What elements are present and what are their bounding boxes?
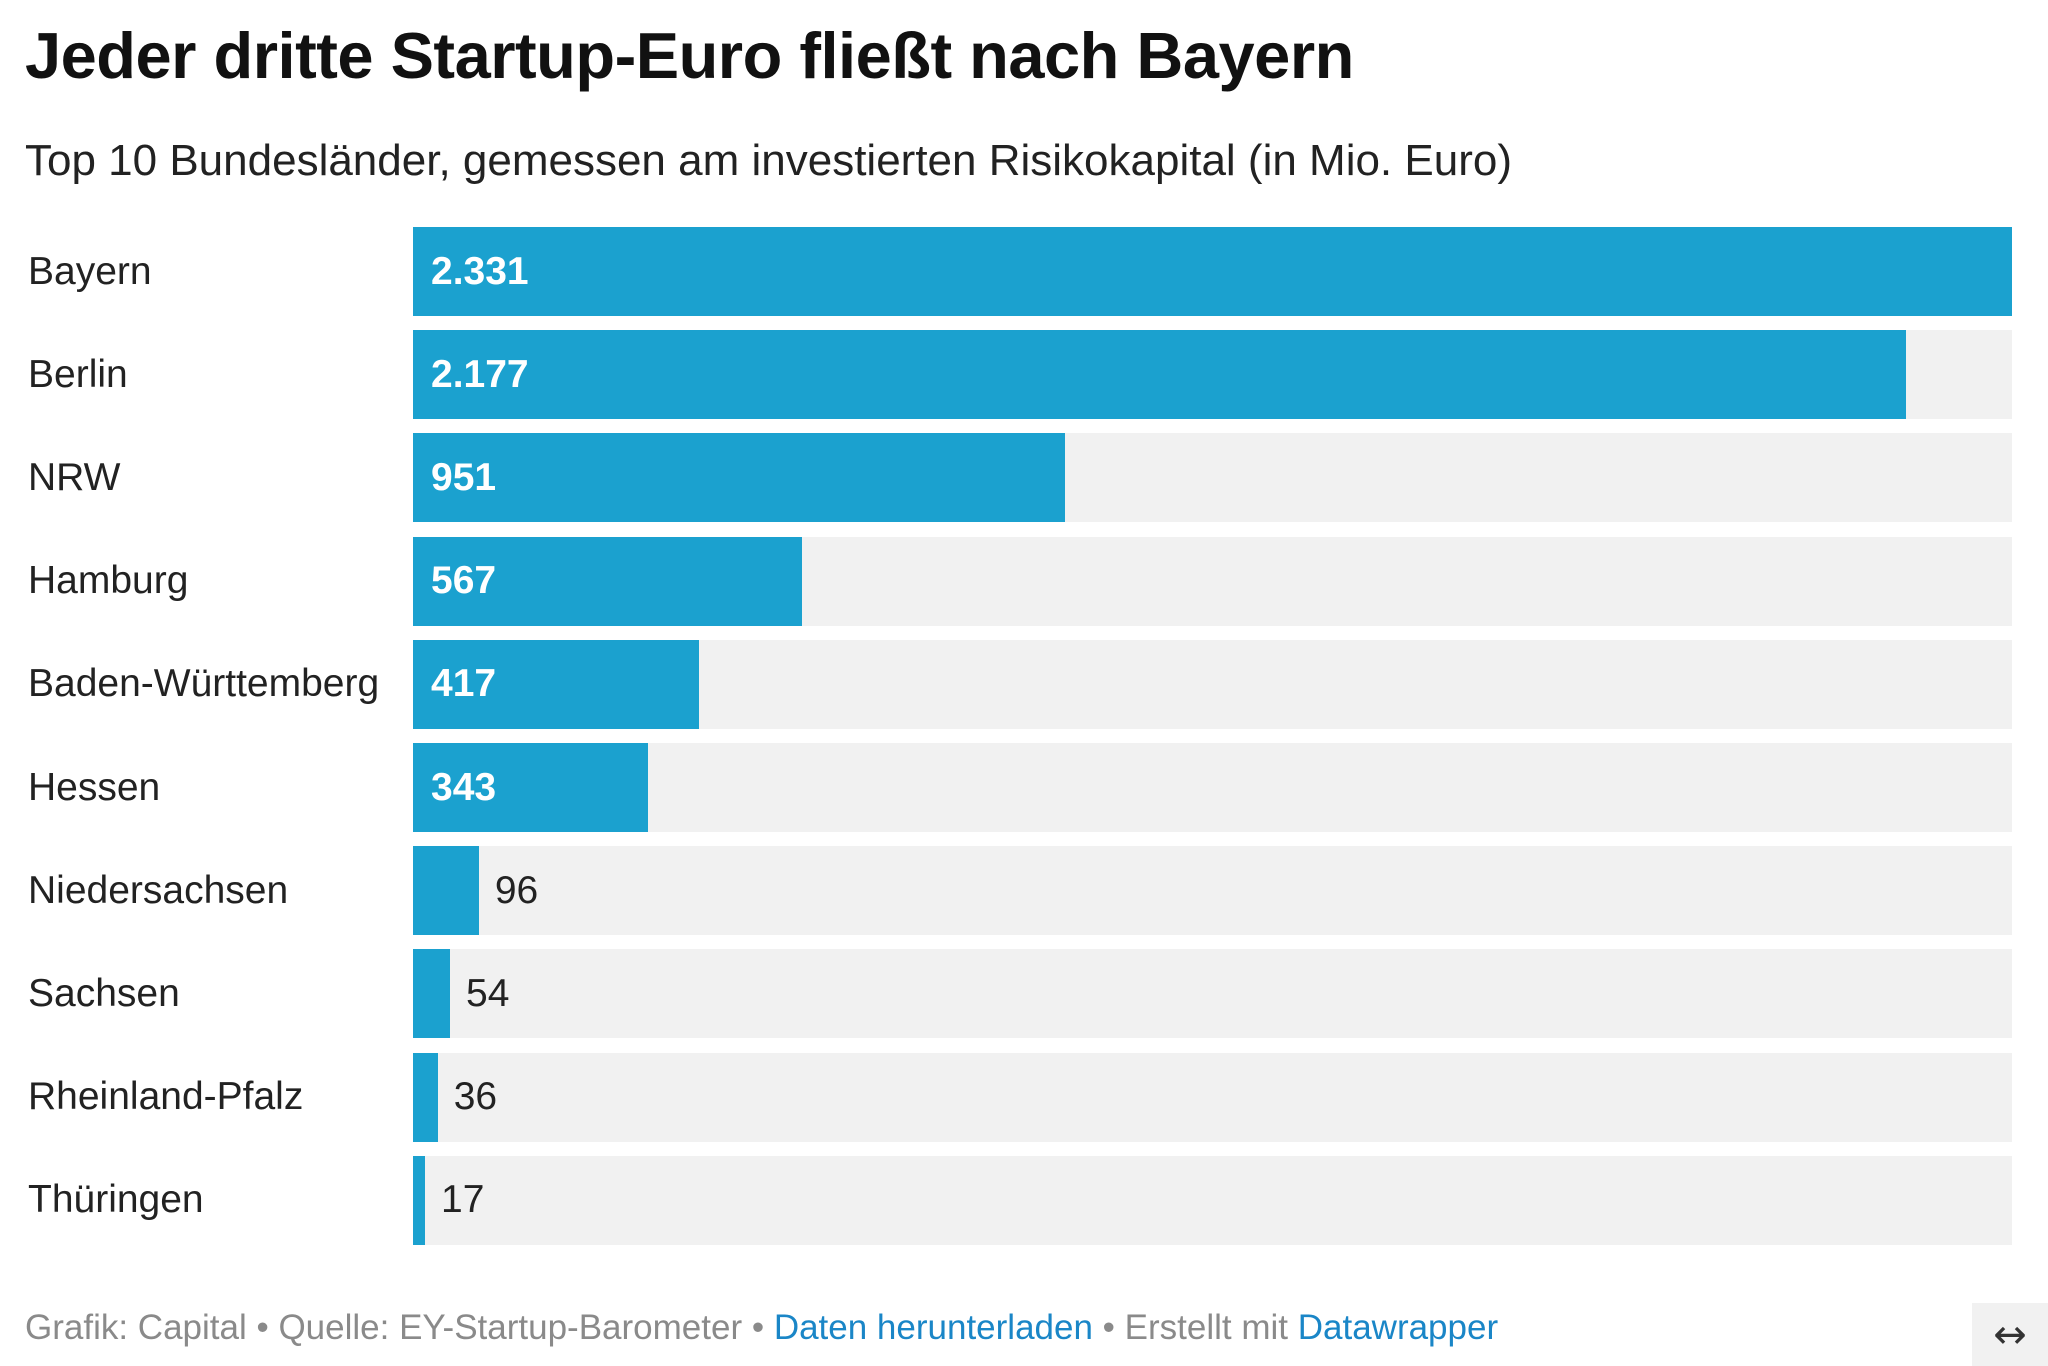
footer-separator: • [246,1308,279,1347]
category-label: NRW [28,455,121,499]
bar [413,227,2012,316]
footer-credit: Grafik: Capital [25,1308,247,1347]
bar-track [413,949,2012,1039]
bar [413,846,479,936]
chart-title: Jeder dritte Startup-Euro fließt nach Ba… [25,19,1354,92]
category-label: Rheinland-Pfalz [28,1075,304,1119]
expand-horizontal-icon[interactable]: ↔ [1972,1303,2048,1366]
category-label: Niedersachsen [28,868,289,912]
category-label: Berlin [28,352,128,396]
footer-separator: • [1092,1308,1125,1347]
footer-separator: • [742,1308,774,1347]
value-label: 54 [466,971,510,1015]
bar-track [413,743,2012,832]
value-label: 2.177 [431,352,529,396]
value-label: 417 [431,662,497,706]
bar [413,639,700,729]
bar [413,949,451,1039]
bar [413,330,1907,420]
bar-track [413,1155,2012,1245]
download-data-link[interactable]: Daten herunterladen [773,1308,1093,1347]
bar [413,1155,425,1245]
footer-made-with: Erstellt mit [1124,1308,1288,1347]
category-label: Hessen [28,765,161,809]
category-label: Sachsen [28,971,180,1015]
value-label: 951 [431,455,497,499]
bar [413,536,802,626]
category-label: Baden-Württemberg [28,662,380,706]
bar-track [413,846,2012,936]
value-label: 36 [453,1075,498,1119]
value-label: 343 [431,765,497,809]
chart-footer: Grafik: Capital • Quelle: EY-Startup-Bar… [25,1308,1498,1348]
bar [413,1052,438,1142]
value-label: 17 [441,1178,485,1222]
value-label: 96 [494,868,539,912]
bar-track [413,1052,2012,1142]
chart-subtitle: Top 10 Bundesländer, gemessen am investi… [25,136,1512,185]
footer-source: Quelle: EY-Startup-Barometer [278,1308,743,1347]
bar-chart: Bayern 2.331 Berlin 2.177 NRW 951 Hamburg 567 Ba… [28,227,2012,1245]
bar [413,743,649,832]
value-label: 2.331 [431,249,529,293]
datawrapper-link[interactable]: Datawrapper [1297,1308,1499,1347]
bar [413,433,1066,523]
category-label: Bayern [28,249,152,293]
value-label: 567 [431,559,497,603]
category-label: Thüringen [28,1178,204,1222]
category-label: Hamburg [28,559,189,603]
